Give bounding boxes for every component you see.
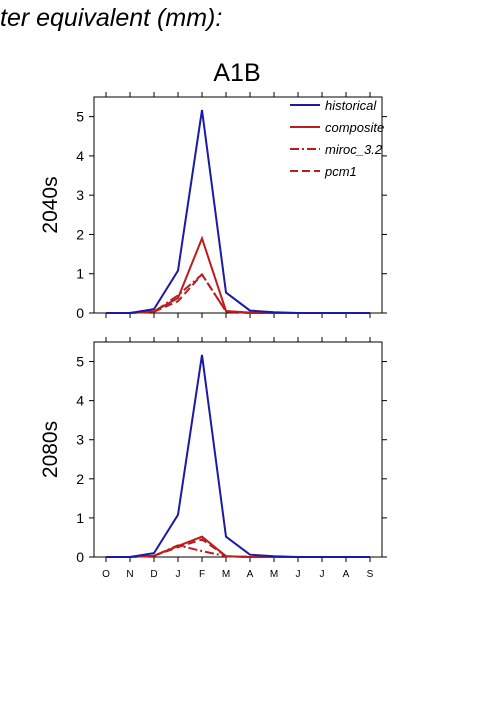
x-tick-label: J xyxy=(176,569,181,580)
x-tick-label: A xyxy=(247,569,254,580)
x-tick-label: J xyxy=(320,569,325,580)
panel-2080s: 0 1 2 3 4 5 O N D J F M A M J J A S 2080s xyxy=(39,337,387,580)
series-line-historical xyxy=(106,109,370,314)
y-axis-label: 2040s xyxy=(39,176,62,233)
x-tick-label: J xyxy=(296,569,301,580)
chart-panels: 0 1 2 3 4 5 2040s historical composite miroc_3.2p… xyxy=(39,92,387,580)
y-axis-label: 2080s xyxy=(39,421,62,478)
chart-title: A1B xyxy=(213,59,260,87)
x-tick-label: N xyxy=(126,569,133,580)
legend: historical composite miroc_3.2 pcm1 xyxy=(290,98,384,179)
x-tick-label: S xyxy=(367,569,374,580)
x-tick-label: M xyxy=(270,569,278,580)
legend-label: composite xyxy=(325,120,384,135)
x-tick-label: M xyxy=(222,569,230,580)
y-tick-label: 5 xyxy=(76,354,84,370)
x-tick-label: D xyxy=(150,569,157,580)
x-tick-label: F xyxy=(199,569,205,580)
series-line-pcm1 xyxy=(106,272,370,314)
page-title: ter equivalent (mm): xyxy=(0,4,223,32)
y-tick-label: 3 xyxy=(76,432,84,448)
y-tick-label: 0 xyxy=(76,549,84,565)
y-tick-label: 1 xyxy=(76,510,84,526)
y-tick-label: 4 xyxy=(76,148,84,164)
legend-label: miroc_3.2 xyxy=(325,142,383,157)
y-tick-label: 3 xyxy=(76,187,84,203)
legend-label: pcm1 xyxy=(324,164,357,179)
y-tick-label: 5 xyxy=(76,109,84,125)
y-tick-label: 2 xyxy=(76,226,84,242)
y-tick-label: 2 xyxy=(76,471,84,487)
series-line-miroc-3-2 xyxy=(106,272,370,314)
plot-frame xyxy=(93,341,383,558)
x-tick-label: A xyxy=(343,569,350,580)
series-line-historical xyxy=(106,354,370,558)
panel-2040s: 0 1 2 3 4 5 2040s historical composite miroc_3.2p… xyxy=(39,92,387,321)
x-tick-label: O xyxy=(102,569,110,580)
y-tick-label: 0 xyxy=(76,305,84,321)
legend-label: historical xyxy=(325,98,377,113)
y-tick-label: 4 xyxy=(76,393,84,409)
y-tick-label: 1 xyxy=(76,266,84,282)
